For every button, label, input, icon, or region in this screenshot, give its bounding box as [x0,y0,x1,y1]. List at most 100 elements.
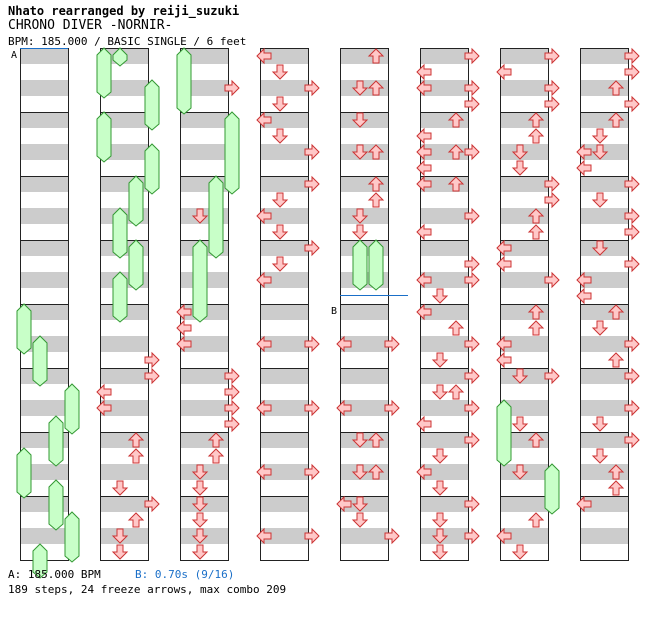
arrow-down [591,128,609,144]
beat-stripe [580,48,628,64]
arrow-right [464,47,480,65]
beat-stripe [420,240,468,256]
arrow-left [416,143,432,161]
arrow-down [591,192,609,208]
arrow-down [351,112,369,128]
arrow-up [527,320,545,336]
beat-stripe [500,336,548,352]
arrow-down [111,528,129,544]
arrow-down [431,480,449,496]
beat-stripe [180,48,228,64]
arrow-right [304,239,320,257]
beat-stripe [20,208,68,224]
arrow-down [191,208,209,224]
beat-stripe [100,336,148,352]
arrow-down [511,144,529,160]
chart-column [340,48,389,561]
arrow-down [351,208,369,224]
arrow-right [464,367,480,385]
column-frame [580,48,629,561]
arrow-right [464,335,480,353]
beat-stripe [420,432,468,448]
arrow-down [511,544,529,560]
column-frame [100,48,149,561]
beat-stripe [580,400,628,416]
beat-stripe [260,336,308,352]
beat-stripe [100,80,148,96]
beat-stripe [100,496,148,512]
beat-stripe [20,240,68,256]
arrow-right [464,207,480,225]
beat-stripe [180,144,228,160]
arrow-down [191,464,209,480]
arrow-right [624,63,640,81]
arrow-left [496,239,512,257]
arrow-down [191,528,209,544]
beat-stripe [260,240,308,256]
freeze-arrow-left [96,47,112,99]
beat-stripe [260,176,308,192]
beat-stripe [420,272,468,288]
arrow-left [256,527,272,545]
arrow-left [256,271,272,289]
chart-column [20,48,69,561]
arrow-down [431,544,449,560]
arrow-down [351,144,369,160]
beat-stripe [420,368,468,384]
chart-stats: 189 steps, 24 freeze arrows, max combo 2… [8,583,287,596]
arrow-down [191,480,209,496]
arrow-down [191,512,209,528]
freeze-arrow-down [32,335,48,387]
beat-stripe [420,80,468,96]
freeze-arrow-left [96,111,112,163]
arrow-right [544,175,560,193]
arrow-left [576,495,592,513]
arrow-up [447,384,465,400]
arrow-down [431,448,449,464]
arrow-right [544,191,560,209]
arrow-right [464,527,480,545]
arrow-down [511,416,529,432]
arrow-right [304,335,320,353]
arrow-right [544,79,560,97]
column-frame [500,48,549,561]
freeze-arrow-left [496,399,512,467]
beat-stripe [580,496,628,512]
column-frame [180,48,229,561]
arrow-up [367,48,385,64]
beat-stripe [420,208,468,224]
arrow-left [576,143,592,161]
freeze-arrow-down [192,239,208,323]
arrow-down [271,224,289,240]
arrow-left [496,255,512,273]
arrow-right [304,463,320,481]
arrow-up [607,112,625,128]
freeze-arrow-down [32,543,48,579]
arrow-down [431,512,449,528]
beat-stripe [20,112,68,128]
arrow-down [351,224,369,240]
beat-stripe [500,48,548,64]
beat-stripe [260,144,308,160]
beat-stripe [100,112,148,128]
arrow-right [144,367,160,385]
beat-stripe [100,400,148,416]
beat-stripe [420,496,468,512]
marker-a-label: A [11,50,17,61]
arrow-left [96,399,112,417]
beat-stripe [20,304,68,320]
beat-stripe [260,496,308,512]
arrow-right [464,95,480,113]
arrow-left [416,271,432,289]
beat-stripe [100,144,148,160]
beat-stripe [20,176,68,192]
arrow-down [271,96,289,112]
arrow-up [607,480,625,496]
beat-stripe [580,432,628,448]
arrow-up [367,176,385,192]
arrow-right [304,527,320,545]
beat-stripe [420,304,468,320]
arrow-right [624,207,640,225]
arrow-left [496,351,512,369]
